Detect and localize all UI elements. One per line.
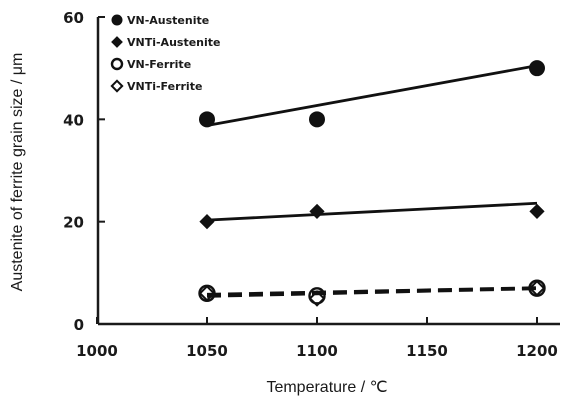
legend-marker [110,79,124,93]
x-tick-label: 1150 [406,342,448,360]
data-point [309,203,325,220]
trend-lines [206,64,538,298]
data-point [529,60,545,77]
x-tick-label: 1050 [186,342,228,360]
legend-label: VN-Ferrite [127,58,191,71]
y-axis-title: Austenite of ferrite grain size / μm [9,53,26,292]
y-tick-label: 20 [63,214,84,232]
data-point [528,279,546,297]
y-tick-label: 0 [74,316,84,334]
legend: VN-Austenite VNTi-Austenite VN-Ferrite VNTi… [110,14,221,93]
x-tick-label: 1200 [516,342,558,360]
axes: 0 20 40 60 1000 1050 1100 1150 1200 [63,9,560,360]
legend-marker [110,57,124,71]
y-tick-label: 60 [63,9,84,27]
legend-marker [111,36,123,48]
x-tick-label: 1000 [76,342,118,360]
legend-label: VNTi-Ferrite [127,80,202,93]
data-point [529,203,545,220]
data-markers [198,60,546,307]
trend-line [206,201,538,222]
trend-line [206,287,538,298]
x-tick-label: 1100 [296,342,338,360]
data-point [308,290,326,307]
trend-line [206,64,538,127]
legend-marker [111,14,123,26]
data-point [199,111,215,128]
y-tick-label: 40 [63,111,84,129]
data-point [309,111,325,128]
data-point [198,284,216,302]
legend-label: VN-Austenite [127,14,209,27]
data-point [308,287,326,305]
x-axis-title: Temperature / ℃ [266,379,387,396]
legend-label: VNTi-Austenite [127,36,221,49]
data-point [199,214,215,230]
